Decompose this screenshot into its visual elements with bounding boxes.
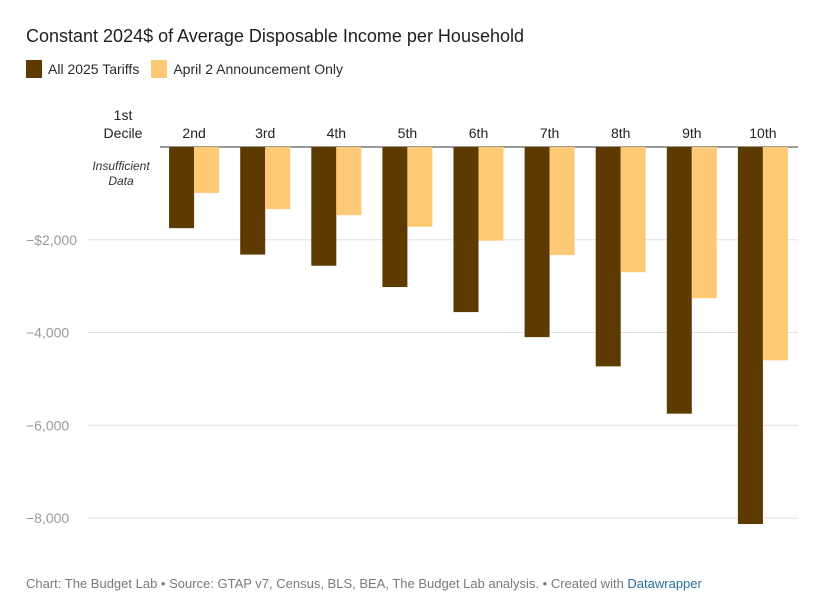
y-tick-label: −$2,000	[26, 232, 77, 248]
bar	[407, 147, 433, 227]
legend-label-april-2: April 2 Announcement Only	[173, 61, 343, 77]
legend-item-all-tariffs: All 2025 Tariffs	[26, 60, 139, 78]
bar	[311, 147, 337, 266]
bar	[169, 147, 195, 229]
bar	[666, 147, 692, 414]
y-tick-label: −4,000	[26, 325, 69, 341]
legend-swatch-all-tariffs	[26, 60, 42, 78]
bar	[336, 147, 362, 216]
bar	[524, 147, 550, 338]
footer: Chart: The Budget Lab • Source: GTAP v7,…	[26, 576, 702, 591]
x-tick-label: 6th	[469, 125, 488, 141]
y-tick-label: −6,000	[26, 417, 69, 433]
bar	[194, 147, 220, 193]
legend: All 2025 Tariffs April 2 Announcement On…	[26, 60, 355, 78]
x-tick-label: 10th	[749, 125, 776, 141]
y-tick-label: −8,000	[26, 510, 69, 526]
footer-source-text: Chart: The Budget Lab • Source: GTAP v7,…	[26, 576, 628, 591]
bar	[620, 147, 646, 273]
annotation: Data	[108, 174, 134, 188]
x-tick-label: 5th	[398, 125, 417, 141]
legend-swatch-april-2	[151, 60, 168, 78]
x-tick-label: 2nd	[182, 125, 205, 141]
bar	[453, 147, 479, 313]
bar	[737, 147, 763, 525]
x-tick-label: Decile	[104, 125, 143, 141]
annotation: Insufficient	[92, 159, 150, 173]
datawrapper-link[interactable]: Datawrapper	[627, 576, 702, 591]
bar	[762, 147, 788, 361]
bar	[595, 147, 621, 367]
bar	[240, 147, 266, 255]
bar	[549, 147, 575, 256]
bar	[382, 147, 408, 288]
chart-title: Constant 2024$ of Average Disposable Inc…	[26, 26, 524, 46]
legend-item-april-2: April 2 Announcement Only	[151, 60, 343, 78]
x-tick-label: 3rd	[255, 125, 275, 141]
legend-label-all-tariffs: All 2025 Tariffs	[48, 61, 140, 77]
x-tick-label: 8th	[611, 125, 630, 141]
bar	[478, 147, 504, 241]
x-tick-label: 9th	[682, 125, 701, 141]
bar-chart: −$2,000 −4,000 −6,000 −8,000 1st Decile 2nd 3rd…	[26, 107, 798, 526]
bar	[265, 147, 291, 210]
x-tick-label: 4th	[327, 125, 346, 141]
x-tick-label: 1st	[114, 107, 133, 123]
bar	[691, 147, 717, 299]
x-tick-label: 7th	[540, 125, 559, 141]
